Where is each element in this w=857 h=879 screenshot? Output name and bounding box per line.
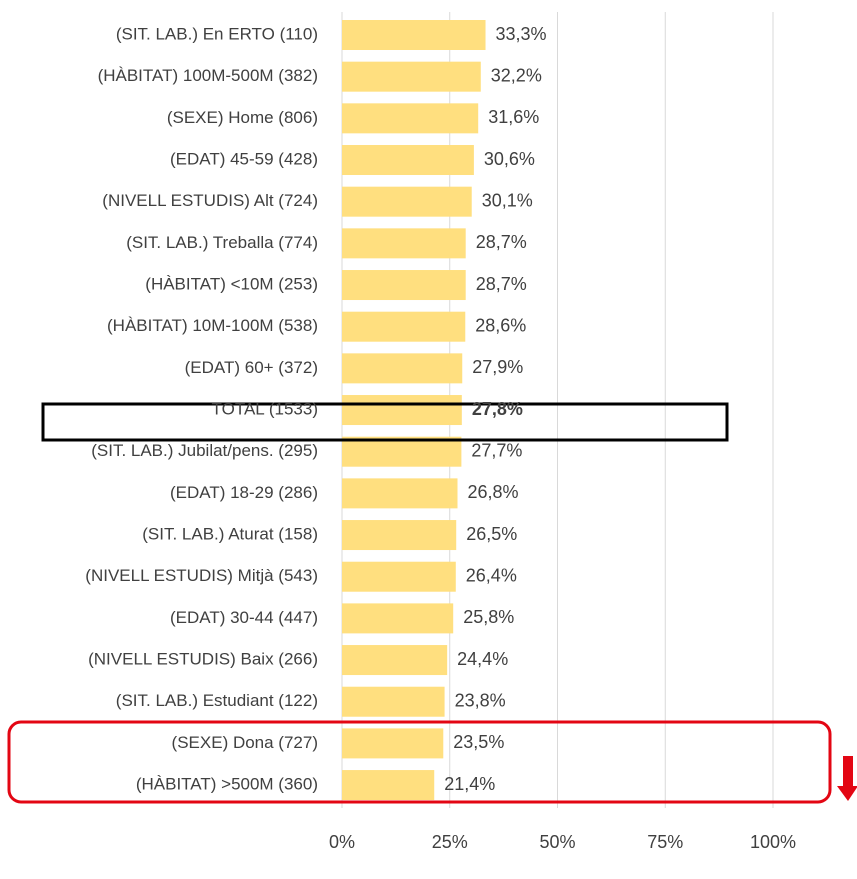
value-label: 28,7% [476, 232, 527, 252]
value-label: 25,8% [463, 607, 514, 627]
bars [342, 20, 486, 801]
value-label: 23,5% [453, 732, 504, 752]
value-label: 26,8% [468, 482, 519, 502]
category-label: (NIVELL ESTUDIS) Alt (724) [102, 191, 318, 210]
bar [342, 20, 486, 50]
value-label: 31,6% [488, 107, 539, 127]
value-label: 26,4% [466, 565, 517, 585]
x-tick-label: 75% [647, 832, 683, 852]
total-highlight [41, 402, 729, 442]
category-label: (SIT. LAB.) Aturat (158) [142, 525, 318, 544]
category-label: (EDAT) 30-44 (447) [170, 608, 318, 627]
bar [342, 103, 479, 134]
bar [342, 436, 462, 467]
bar [342, 395, 462, 426]
bar [342, 61, 481, 92]
category-label: (HÀBITAT) >500M (360) [136, 775, 318, 794]
low-highlight [7, 720, 832, 804]
x-tick-label: 25% [432, 832, 468, 852]
x-tick-label: 50% [539, 832, 575, 852]
category-label: (HÀBITAT) <10M (253) [145, 275, 318, 294]
bar [342, 311, 466, 342]
value-label: 30,1% [482, 190, 533, 210]
value-label: 32,2% [491, 65, 542, 85]
category-label: (EDAT) 18-29 (286) [170, 483, 318, 502]
category-label: (SIT. LAB.) Treballa (774) [126, 233, 318, 252]
category-label: (SEXE) Dona (727) [172, 733, 318, 752]
value-label: 28,6% [475, 315, 526, 335]
value-label: 30,6% [484, 149, 535, 169]
category-label: (EDAT) 60+ (372) [185, 358, 318, 377]
x-tick-label: 100% [750, 832, 796, 852]
category-label: (HÀBITAT) 10M-100M (538) [107, 316, 318, 335]
category-label: (SEXE) Home (806) [167, 108, 318, 127]
bar [342, 686, 445, 717]
bar [342, 270, 466, 301]
bar [342, 603, 454, 634]
bar [342, 561, 456, 592]
bar [342, 228, 466, 259]
category-label: (SIT. LAB.) Jubilat/pens. (295) [91, 441, 318, 460]
category-label: (SIT. LAB.) Estudiant (122) [116, 691, 318, 710]
value-label: 27,8% [472, 399, 523, 419]
value-label: 27,7% [471, 440, 522, 460]
value-label: 28,7% [476, 274, 527, 294]
value-label: 33,3% [496, 24, 547, 44]
bar [342, 645, 448, 676]
bar [342, 478, 458, 509]
value-label: 26,5% [466, 524, 517, 544]
bar [342, 770, 435, 801]
bar [342, 186, 472, 217]
category-label: (NIVELL ESTUDIS) Mitjà (543) [85, 566, 318, 585]
category-label: (SIT. LAB.) En ERTO (110) [116, 24, 318, 43]
bar [342, 353, 463, 384]
value-label: 21,4% [444, 774, 495, 794]
bar [342, 520, 457, 551]
category-label: (EDAT) 45-59 (428) [170, 149, 318, 168]
category-label: TOTAL (1533) [212, 400, 318, 419]
down-arrow [837, 756, 857, 801]
value-label: 23,8% [455, 690, 506, 710]
category-label: (NIVELL ESTUDIS) Baix (266) [88, 650, 318, 669]
grid [341, 12, 774, 808]
bar [342, 728, 444, 759]
x-tick-label: 0% [329, 832, 355, 852]
category-label: (HÀBITAT) 100M-500M (382) [98, 66, 318, 85]
value-label: 27,9% [472, 357, 523, 377]
bar [342, 145, 474, 176]
value-label: 24,4% [457, 649, 508, 669]
